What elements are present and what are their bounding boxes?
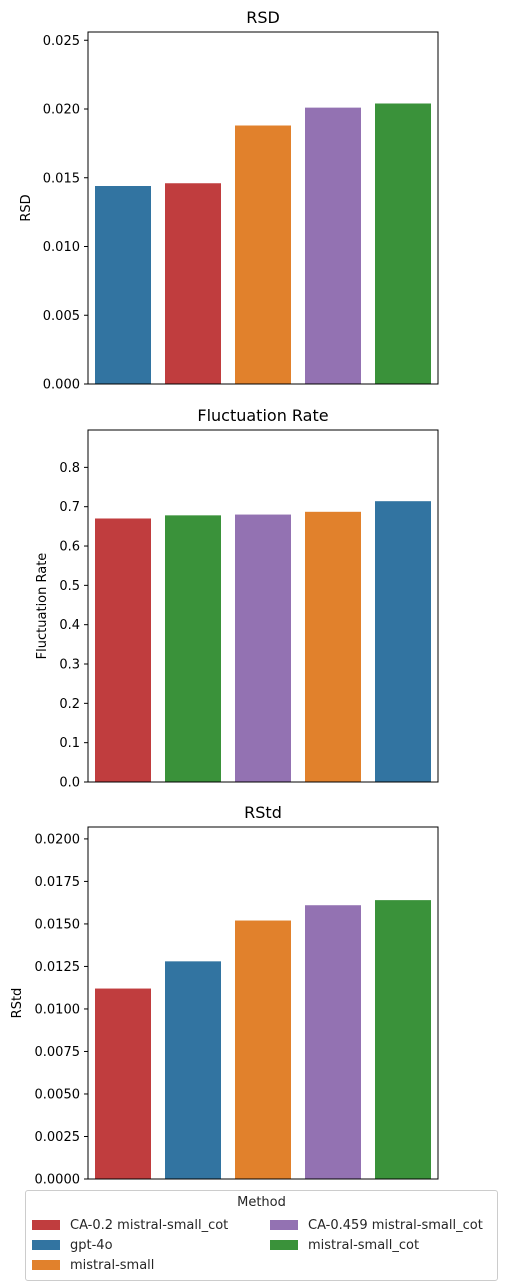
bar-mistral-small — [305, 511, 361, 782]
y-tick-label: 0.000 — [43, 378, 80, 393]
legend-item: CA-0.2 mistral-small_cot — [32, 1215, 228, 1235]
legend-item: gpt-4o — [32, 1235, 113, 1255]
y-tick-label: 0.0175 — [35, 875, 81, 890]
legend-swatch — [32, 1220, 60, 1230]
y-tick-label: 0.015 — [43, 171, 80, 186]
y-tick-label: 0.0125 — [35, 960, 81, 975]
y-tick-label: 0.4 — [59, 618, 80, 633]
y-axis-label: RStd — [10, 988, 25, 1019]
y-tick-label: 0.0200 — [35, 832, 81, 847]
legend-label: CA-0.2 mistral-small_cot — [70, 1217, 229, 1233]
bar-gpt-4o — [165, 961, 221, 1179]
axes-frame — [87, 31, 439, 385]
bar-gpt-4o — [95, 186, 151, 384]
bar-gpt-4o — [375, 501, 431, 782]
legend-label: CA-0.459 mistral-small_cot — [308, 1217, 483, 1233]
bar-ca-0-2-mistral-small-cot — [165, 183, 221, 384]
y-tick-label: 0.010 — [43, 240, 80, 255]
y-tick-label: 0.025 — [43, 34, 80, 49]
y-tick-label: 0.2 — [59, 697, 80, 712]
legend-label: mistral-small_cot — [308, 1237, 420, 1253]
chart-title: RSD — [246, 8, 280, 27]
y-tick-label: 0.0 — [59, 776, 80, 791]
legend-swatch — [270, 1240, 298, 1250]
legend-item: mistral-small — [32, 1255, 154, 1275]
legend-swatch — [32, 1260, 60, 1270]
y-tick-label: 0.1 — [59, 736, 80, 751]
bar-mistral-small-cot — [375, 900, 431, 1179]
bar-ca-0-2-mistral-small-cot — [95, 988, 151, 1179]
y-tick-label: 0.6 — [59, 540, 80, 555]
legend: Method CA-0.2 mistral-small_cot gpt-4o m… — [25, 1190, 498, 1281]
legend-item: CA-0.459 mistral-small_cot — [270, 1215, 483, 1235]
bar-ca-0-2-mistral-small-cot — [95, 518, 151, 782]
bar-mistral-small — [235, 920, 291, 1179]
y-tick-label: 0.020 — [43, 103, 80, 118]
axes-frame — [87, 826, 439, 1180]
bar-mistral-small — [235, 125, 291, 384]
axes-frame — [87, 429, 439, 783]
y-tick-label: 0.0000 — [35, 1173, 81, 1188]
y-tick-label: 0.0100 — [35, 1002, 81, 1017]
bar-mistral-small-cot — [375, 103, 431, 384]
y-tick-label: 0.0025 — [35, 1130, 81, 1145]
legend-item: mistral-small_cot — [270, 1235, 419, 1255]
y-tick-label: 0.005 — [43, 309, 80, 324]
bar-mistral-small-cot — [165, 515, 221, 782]
y-tick-label: 0.5 — [59, 579, 80, 594]
legend-swatch — [32, 1240, 60, 1250]
y-tick-label: 0.7 — [59, 500, 80, 515]
legend-title: Method — [237, 1195, 286, 1210]
y-axis-label: Fluctuation Rate — [35, 553, 50, 660]
y-tick-label: 0.0050 — [35, 1087, 81, 1102]
chart-title: RStd — [244, 803, 282, 822]
bar-ca-0-459-mistral-small-cot — [305, 905, 361, 1179]
bar-ca-0-459-mistral-small-cot — [235, 514, 291, 782]
legend-swatch — [270, 1220, 298, 1230]
bar-ca-0-459-mistral-small-cot — [305, 107, 361, 384]
y-tick-label: 0.0075 — [35, 1045, 81, 1060]
chart-title: Fluctuation Rate — [197, 406, 328, 425]
y-tick-label: 0.0150 — [35, 917, 81, 932]
legend-label: mistral-small — [70, 1257, 155, 1273]
y-tick-label: 0.8 — [59, 461, 80, 476]
y-tick-label: 0.3 — [59, 658, 80, 673]
legend-label: gpt-4o — [70, 1237, 113, 1253]
y-axis-label: RSD — [19, 194, 34, 221]
